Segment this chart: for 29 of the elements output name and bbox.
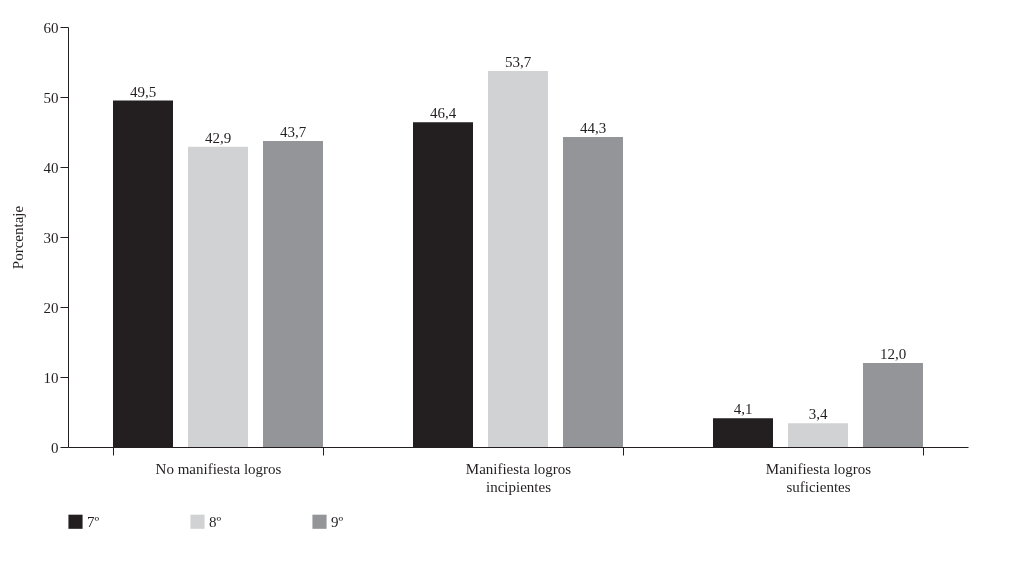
- data-label: 46,4: [429, 105, 457, 122]
- y-tick-label: 10: [43, 369, 59, 386]
- x-tick-label: Manifiesta logros suficientes: [765, 460, 872, 495]
- y-tick-label: 50: [43, 89, 59, 106]
- y-axis-title: Porcentaje: [9, 205, 26, 270]
- y-tick-label: 40: [43, 159, 59, 176]
- data-label: 4,1: [733, 401, 753, 418]
- x-tick-label: Manifiesta logros incipientes: [465, 460, 572, 495]
- data-label: 3,4: [808, 406, 828, 423]
- bar: [788, 423, 848, 447]
- legend-label: 9º: [331, 513, 344, 530]
- legend-label: 7º: [87, 513, 100, 530]
- y-tick-label: 20: [43, 299, 59, 316]
- data-label: 12,0: [879, 346, 907, 362]
- data-label: 49,5: [129, 83, 157, 100]
- data-label: 53,7: [504, 54, 532, 71]
- bar: [863, 363, 923, 447]
- y-tick-label: 30: [43, 229, 59, 246]
- data-label: 44,3: [579, 119, 607, 136]
- y-tick-label: 0: [51, 439, 59, 456]
- bar: [263, 141, 323, 447]
- data-label: 43,7: [279, 124, 307, 141]
- x-tick-label: No manifiesta logros: [155, 460, 282, 477]
- data-label: 42,9: [204, 129, 232, 146]
- legend-label: 8º: [209, 513, 222, 530]
- bar: [488, 71, 548, 447]
- bar: [188, 146, 248, 447]
- bar: [563, 136, 623, 447]
- y-tick-label: 60: [43, 19, 59, 36]
